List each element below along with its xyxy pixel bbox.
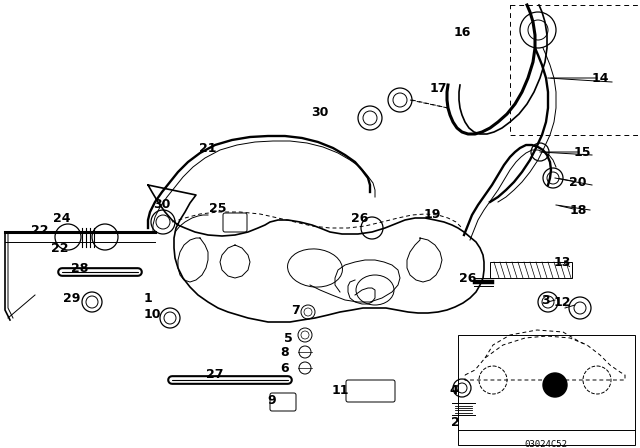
Text: 26: 26 (351, 211, 369, 224)
Text: 20: 20 (569, 176, 587, 189)
Text: 28: 28 (71, 262, 89, 275)
Text: 6: 6 (281, 362, 289, 375)
Text: 16: 16 (453, 26, 470, 39)
Circle shape (543, 373, 567, 397)
Text: 1: 1 (143, 292, 152, 305)
Bar (458, 335, 635, 445)
Text: 25: 25 (209, 202, 227, 215)
Bar (490, 262, 572, 278)
Text: 21: 21 (199, 142, 217, 155)
Text: 18: 18 (570, 203, 587, 216)
Text: 15: 15 (573, 146, 591, 159)
Text: 3: 3 (541, 293, 550, 306)
Text: 4: 4 (450, 383, 458, 396)
Text: 13: 13 (554, 255, 571, 268)
Text: 14: 14 (591, 72, 609, 85)
Text: 19: 19 (423, 208, 441, 221)
Text: 7: 7 (291, 303, 300, 316)
Text: 30: 30 (154, 198, 171, 211)
Text: 03024C52: 03024C52 (525, 440, 568, 448)
Text: 10: 10 (143, 309, 161, 322)
Text: 29: 29 (63, 292, 81, 305)
Text: 27: 27 (206, 369, 224, 382)
Text: 22: 22 (51, 241, 68, 254)
Text: 11: 11 (332, 383, 349, 396)
Text: 8: 8 (281, 345, 289, 358)
Text: 2: 2 (451, 415, 460, 428)
Text: 30: 30 (311, 105, 329, 119)
Text: 5: 5 (284, 332, 292, 345)
Text: 17: 17 (429, 82, 447, 95)
Text: 24: 24 (53, 211, 71, 224)
Text: 22: 22 (31, 224, 49, 237)
Text: 12: 12 (553, 296, 571, 309)
Text: 9: 9 (268, 393, 276, 406)
Text: 26: 26 (460, 271, 477, 284)
